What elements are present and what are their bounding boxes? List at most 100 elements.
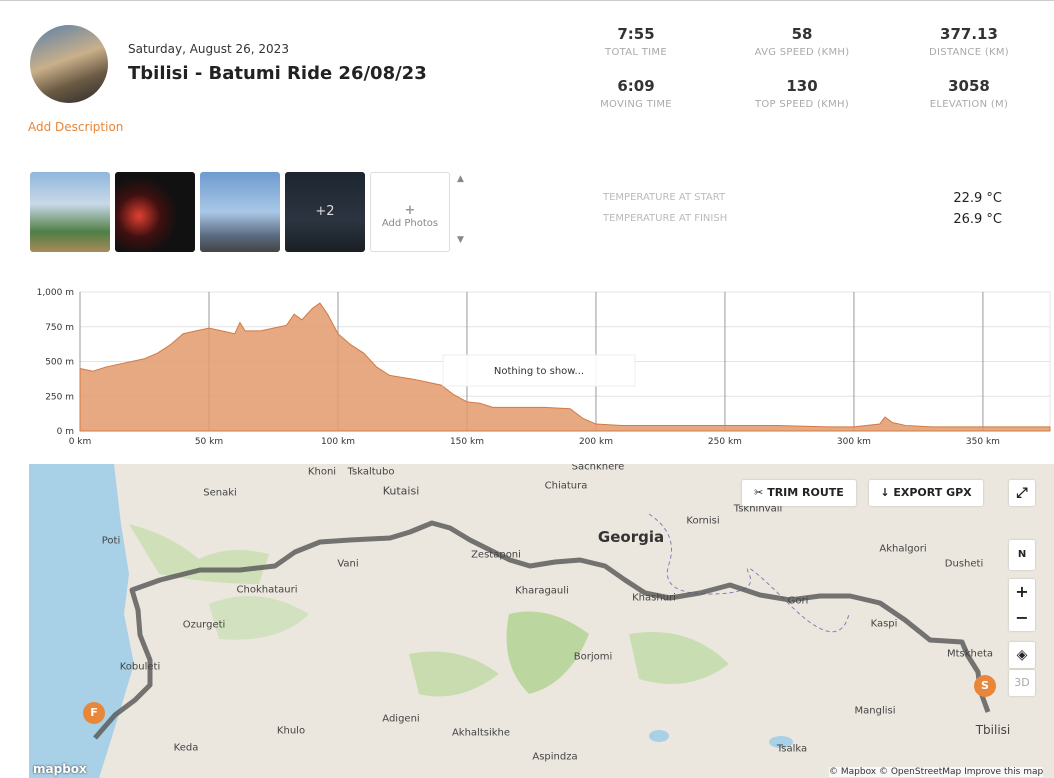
border (648, 513, 850, 633)
stat: 6:09 MOVING TIME (566, 77, 706, 110)
x-tick-label: 200 km (579, 437, 613, 447)
stat-label: AVG SPEED (KMH) (754, 47, 850, 58)
map-label: Kharagauli (515, 585, 569, 597)
map-label: Senaki (203, 487, 237, 499)
zoom-in[interactable]: + (1015, 582, 1029, 601)
zoom-out[interactable]: − (1015, 608, 1029, 627)
map-label: Khulo (276, 725, 306, 737)
temp-label: TEMPERATURE AT FINISH (603, 213, 728, 224)
stat-value: 7:55 (617, 25, 655, 43)
stat-label: ELEVATION (M) (929, 99, 1009, 110)
fullscreen-button[interactable]: ⤢ (1009, 480, 1035, 506)
photo[interactable] (200, 172, 280, 252)
map-label: Kobuleti (119, 661, 161, 673)
mapbox-logo[interactable]: mapbox (33, 762, 87, 776)
photo[interactable] (30, 172, 110, 252)
start-marker[interactable]: S (974, 675, 996, 697)
map-label: Mtskheta (946, 648, 994, 660)
lowland (129, 524, 269, 584)
photo[interactable] (115, 172, 195, 252)
x-tick-label: 100 km (321, 437, 355, 447)
forest (506, 611, 589, 694)
temp-value: 22.9 °C (953, 191, 1002, 206)
forest (629, 632, 729, 684)
y-tick-label: 750 m (45, 323, 74, 333)
stat-label: TOTAL TIME (605, 47, 667, 58)
stat-value: 377.13 (940, 25, 998, 43)
x-tick-label: 350 km (966, 437, 1000, 447)
map-label: Dusheti (944, 558, 984, 570)
temp-label: TEMPERATURE AT START (603, 192, 726, 203)
3d-button[interactable]: 3D (1009, 670, 1035, 696)
map-label: Chiatura (544, 480, 588, 492)
map-label: Zestaponi (471, 549, 521, 561)
lake (769, 736, 793, 748)
finish-marker[interactable]: F (83, 702, 105, 724)
map-label: Borjomi (573, 651, 613, 663)
map-label: Chokhatauri (236, 584, 298, 596)
map-base (29, 464, 991, 778)
x-tick-label: 0 km (69, 437, 92, 447)
trim-route-button[interactable]: ✂ TRIM ROUTE (742, 480, 856, 506)
add-description[interactable]: Add Description (28, 120, 124, 134)
stat-value: 3058 (948, 77, 990, 95)
annotation-box (442, 354, 636, 387)
stat-label: MOVING TIME (600, 99, 672, 110)
map-label: Akhalgori (879, 543, 927, 555)
stat: 130 TOP SPEED (KMH) (732, 77, 872, 110)
map-label: Akhaltsikhe (451, 727, 511, 739)
ride-title: Tbilisi - Batumi Ride 26/08/23 (128, 63, 427, 84)
stat-label: DISTANCE (KM) (928, 47, 1010, 58)
y-tick-label: 250 m (45, 392, 74, 402)
map-label: Keda (173, 742, 199, 754)
scroll-up[interactable]: ▲ (457, 174, 464, 184)
x-tick-label: 50 km (195, 437, 223, 447)
scissors-icon: ✂ (754, 486, 768, 499)
lake (649, 730, 669, 742)
map-label: Kaspi (870, 618, 898, 630)
map-label: Gori (787, 595, 809, 607)
map-label: Khoni (307, 466, 337, 478)
temp-value: 26.9 °C (953, 212, 1002, 227)
zoom-controls: + − (1009, 579, 1035, 631)
map-label: Kornisi (686, 515, 720, 527)
x-tick-label: 150 km (450, 437, 484, 447)
attribution[interactable]: © Mapbox © OpenStreetMap Improve this ma… (829, 767, 1044, 777)
y-tick-label: 0 m (57, 427, 74, 437)
ride-date: Saturday, August 26, 2023 (128, 42, 289, 56)
map-label: Poti (101, 535, 121, 547)
annotation: Nothing to show... (494, 366, 584, 377)
forest (209, 596, 309, 640)
elevation-chart: 0 m 250 m 500 m 750 m 1,000 m 0 km 50 km 100 km… (37, 288, 1051, 447)
map-label: Tskaltubo (347, 466, 395, 478)
compass-button[interactable]: N (1009, 540, 1035, 570)
map-label: Tskhinvali (733, 503, 783, 515)
map-label: Tbilisi (975, 723, 1011, 737)
map[interactable]: Khoni Tskaltubo Kutaisi Chiatura Sachkhe… (29, 464, 1054, 778)
x-tick-label: 250 km (708, 437, 742, 447)
stat: 58 AVG SPEED (KMH) (732, 25, 872, 58)
stat-value: 130 (786, 77, 818, 95)
divider (0, 0, 1054, 1)
add-photos[interactable]: + Add Photos (370, 172, 450, 252)
map-label: Sachkhere (571, 464, 625, 473)
layers-button[interactable]: ◈ (1009, 642, 1035, 668)
export-gpx-button[interactable]: ↓ EXPORT GPX (869, 480, 983, 506)
map-label: Vani (337, 558, 359, 570)
download-icon: ↓ (880, 486, 894, 499)
scroll-down[interactable]: ▼ (457, 235, 464, 245)
x-tick-label: 300 km (837, 437, 871, 447)
stat: 377.13 DISTANCE (KM) (899, 25, 1039, 58)
map-label: Kutaisi (382, 484, 420, 498)
forest (409, 651, 499, 697)
add-photos-label: Add Photos (381, 218, 439, 229)
photo-more[interactable]: +2 (285, 172, 365, 252)
map-label: Georgia (597, 528, 665, 546)
stat-label: TOP SPEED (KMH) (754, 99, 850, 110)
avatar (30, 25, 108, 103)
y-tick-label: 1,000 m (37, 288, 74, 298)
stat: 7:55 TOTAL TIME (566, 25, 706, 58)
map-label: Manglisi (854, 705, 896, 717)
button-label: EXPORT GPX (893, 486, 972, 499)
